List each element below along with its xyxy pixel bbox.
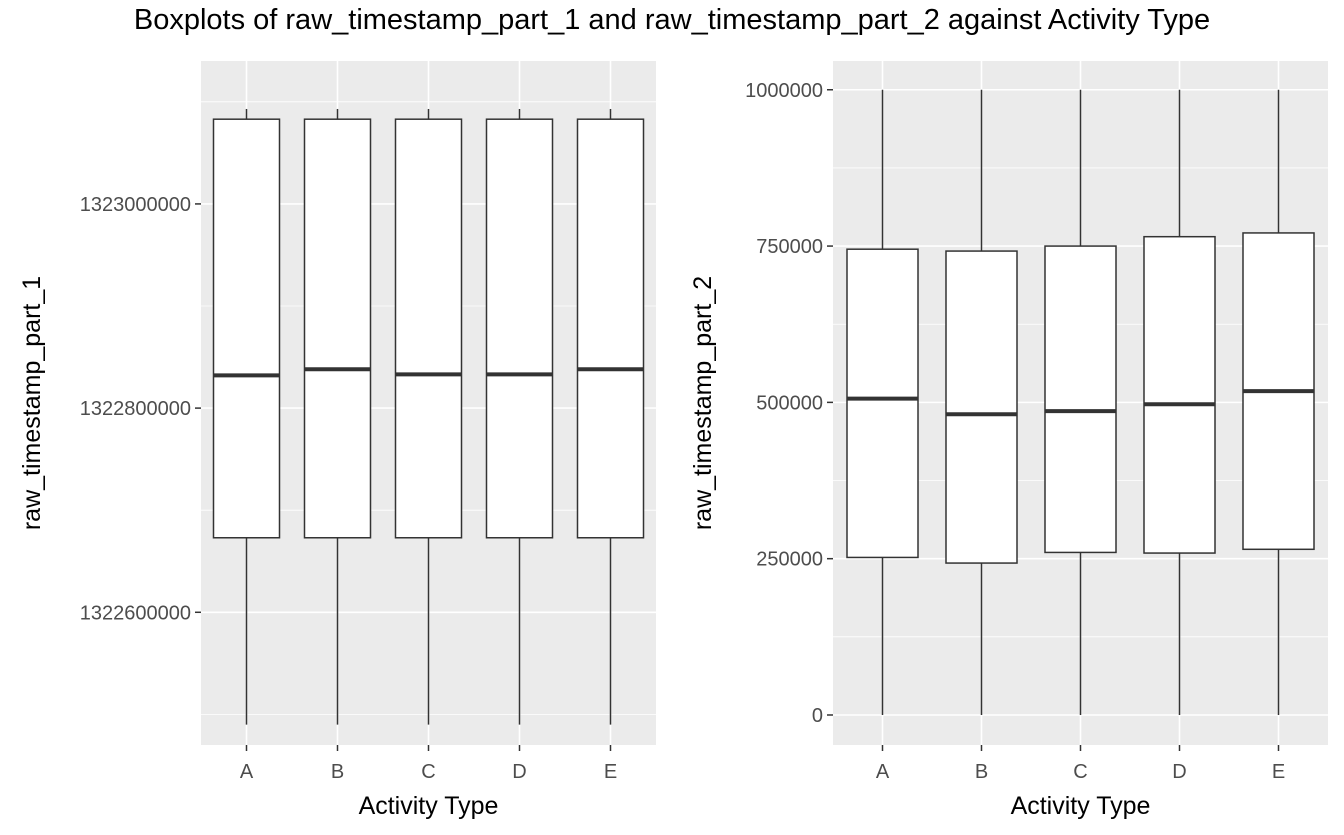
x-tick-label: B [331,761,344,783]
x-tick-label: C [1073,761,1087,783]
box-A [212,118,281,539]
box-A [846,248,919,559]
box-B [303,118,372,539]
x-tick-label: E [604,761,617,783]
y-tick-label: 1322800000 [80,398,191,420]
box-E [576,118,645,539]
x-tick-label: D [1172,761,1186,783]
box-D [485,118,554,539]
x-tick-label: E [1272,761,1285,783]
y-axis-title: raw_timestamp_part_2 [689,276,717,530]
box-B [945,250,1018,564]
y-axis-title: raw_timestamp_part_1 [18,276,46,530]
x-tick-label: C [421,761,435,783]
y-tick-label: 1322600000 [80,602,191,624]
x-axis-title: Activity Type [1011,792,1151,820]
x-tick-label: A [240,761,254,783]
y-tick-label: 0 [812,705,823,727]
y-tick-label: 1323000000 [80,194,191,216]
box-D [1143,235,1216,554]
y-tick-label: 250000 [756,549,823,571]
y-tick-label: 500000 [756,392,823,414]
x-axis-title: Activity Type [359,792,499,820]
chart-title: Boxplots of raw_timestamp_part_1 and raw… [133,4,1211,36]
x-tick-label: A [876,761,890,783]
y-tick-label: 1000000 [745,80,823,102]
box-C [394,118,463,539]
x-tick-label: D [512,761,526,783]
x-tick-label: B [975,761,988,783]
y-tick-label: 750000 [756,236,823,258]
box-C [1044,245,1117,554]
